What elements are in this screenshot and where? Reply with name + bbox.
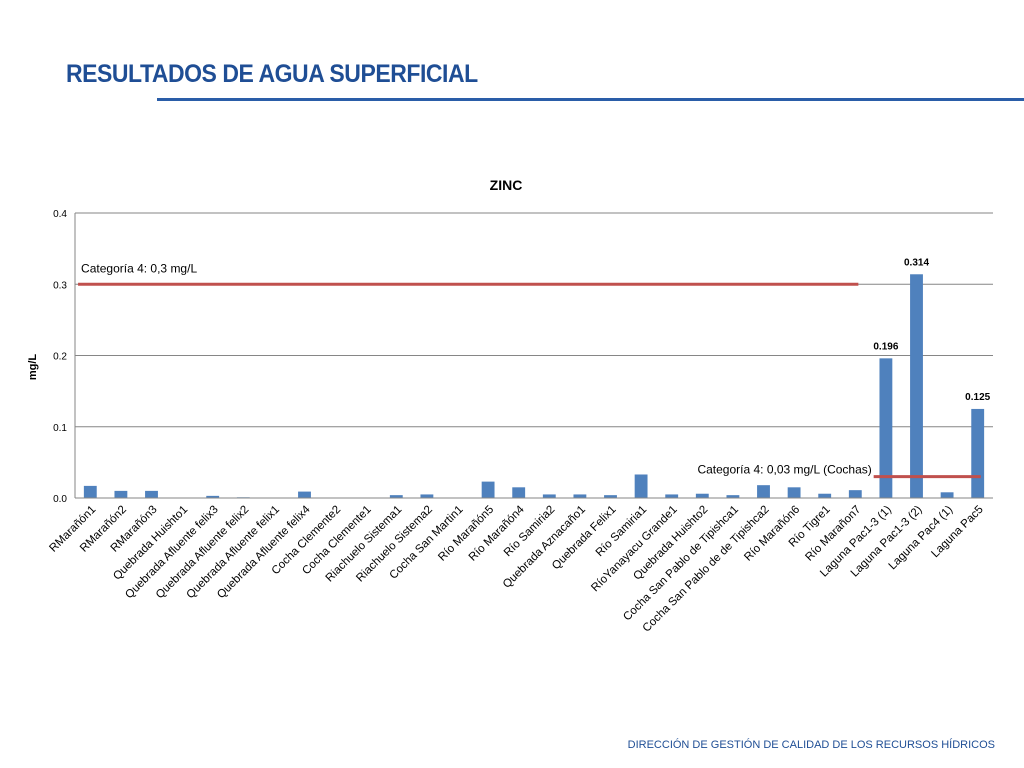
chart-title: ZINC bbox=[490, 177, 523, 193]
bar bbox=[634, 474, 648, 498]
title-underline bbox=[157, 98, 1024, 101]
y-tick-label: 0.2 bbox=[53, 352, 67, 363]
bar bbox=[145, 490, 158, 498]
bar bbox=[481, 481, 495, 498]
y-tick-labels: 0.0 0.1 0.2 0.3 0.4 bbox=[53, 209, 67, 505]
bar bbox=[695, 493, 709, 498]
y-tick-label: 0.3 bbox=[53, 280, 67, 291]
bar bbox=[542, 494, 556, 498]
bar bbox=[573, 494, 587, 498]
data-label: 0.314 bbox=[904, 257, 929, 268]
data-labels: 0.196 0.314 0.125 bbox=[873, 257, 990, 403]
bar bbox=[848, 490, 862, 498]
bar bbox=[420, 494, 434, 498]
bar bbox=[665, 494, 679, 498]
reference-line-label: Categoría 4: 0,03 mg/L (Cochas) bbox=[697, 463, 871, 477]
y-axis-label: mg/L bbox=[27, 354, 39, 381]
slide-title: RESULTADOS DE AGUA SUPERFICIAL bbox=[66, 60, 478, 88]
bar bbox=[818, 493, 832, 498]
bar bbox=[910, 274, 923, 498]
bar bbox=[389, 495, 403, 498]
bar bbox=[604, 495, 617, 498]
data-label: 0.196 bbox=[873, 341, 898, 352]
bar bbox=[114, 490, 128, 498]
bar bbox=[757, 485, 770, 498]
bar bbox=[206, 495, 220, 498]
bar bbox=[787, 487, 801, 498]
data-label: 0.125 bbox=[965, 392, 990, 403]
bar bbox=[726, 495, 740, 498]
reference-lines: Categoría 4: 0,3 mg/L Categoría 4: 0,03 m… bbox=[78, 261, 981, 479]
y-tick-label: 0.0 bbox=[53, 494, 67, 505]
bar bbox=[83, 485, 97, 498]
bar bbox=[512, 487, 526, 498]
reference-line-label: Categoría 4: 0,3 mg/L bbox=[81, 261, 197, 275]
bar bbox=[298, 491, 311, 498]
gridlines bbox=[75, 212, 993, 428]
bar bbox=[940, 492, 954, 498]
bar bbox=[879, 358, 893, 498]
y-tick-label: 0.4 bbox=[53, 209, 67, 220]
y-tick-label: 0.1 bbox=[53, 423, 67, 434]
footer-text: DIRECCIÓN DE GESTIÓN DE CALIDAD DE LOS R… bbox=[627, 739, 995, 751]
bar bbox=[971, 408, 985, 498]
